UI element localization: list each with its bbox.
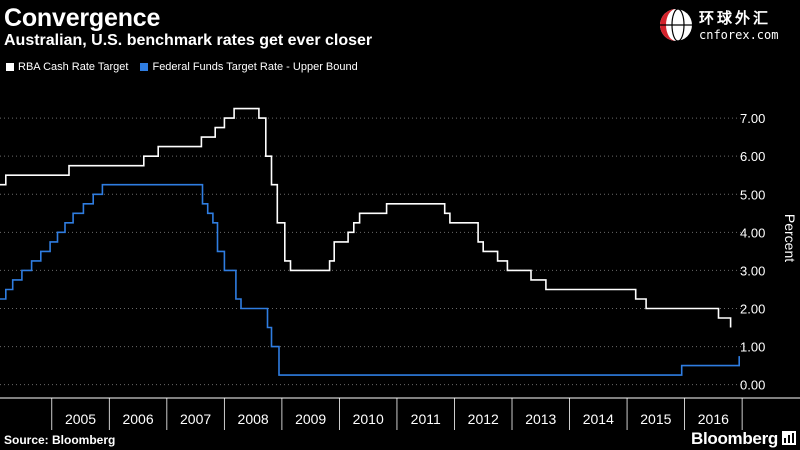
legend-item-rba: RBA Cash Rate Target [6, 61, 128, 73]
bloomberg-brand: Bloomberg [690, 429, 778, 448]
x-tick-label: 2009 [295, 411, 326, 427]
logo-url-text: cnforex.com [699, 28, 779, 42]
x-tick-label: 2011 [411, 411, 441, 427]
legend-label-fed: Federal Funds Target Rate - Upper Bound [152, 61, 358, 73]
chart-legend: RBA Cash Rate Target Federal Funds Targe… [6, 61, 370, 73]
legend-label-rba: RBA Cash Rate Target [18, 61, 129, 73]
chart-subtitle: Australian, U.S. benchmark rates get eve… [4, 32, 373, 49]
series-lines [0, 107, 740, 376]
x-tick-label: 2016 [698, 411, 729, 427]
grid-lines [0, 117, 745, 386]
x-tick-label: 2012 [468, 411, 499, 427]
legend-item-fed: Federal Funds Target Rate - Upper Bound [140, 61, 358, 73]
axes: 0.00 1.00 2.00 3.00 4.00 5.00 6.00 7.00 Percent 2… [0, 111, 800, 430]
cnforex-logo: 环球外汇 cnforex.com [657, 6, 792, 46]
chart-title: Convergence [4, 4, 161, 32]
y-tick-label: 6.00 [740, 149, 765, 164]
y-tick-label: 1.00 [740, 340, 765, 355]
x-tick-label: 2014 [583, 411, 614, 427]
y-tick-label: 0.00 [740, 378, 765, 393]
y-tick-label: 4.00 [740, 225, 765, 240]
y-tick-label: 3.00 [740, 263, 765, 278]
bloomberg-chart-icon [782, 431, 796, 445]
x-tick-label: 2006 [122, 411, 153, 427]
y-axis-label: Percent [782, 214, 798, 262]
x-tick-label: 2007 [180, 411, 211, 427]
logo-chinese-text: 环球外汇 [699, 9, 772, 27]
y-tick-label: 7.00 [740, 111, 765, 126]
series-line-fed [0, 183, 740, 376]
y-tick-label: 5.00 [740, 187, 765, 202]
legend-swatch-rba [6, 63, 14, 71]
globe-logo-icon [660, 8, 692, 42]
x-tick-label: 2005 [65, 411, 96, 427]
x-tick-label: 2010 [353, 411, 384, 427]
y-tick-label: 2.00 [740, 302, 765, 317]
x-tick-label: 2013 [525, 411, 556, 427]
source-note: Source: Bloomberg [4, 433, 116, 447]
x-tick-label: 2015 [640, 411, 671, 427]
series-line-rba [0, 107, 732, 328]
x-tick-label: 2008 [238, 411, 269, 427]
legend-swatch-fed [140, 63, 149, 71]
